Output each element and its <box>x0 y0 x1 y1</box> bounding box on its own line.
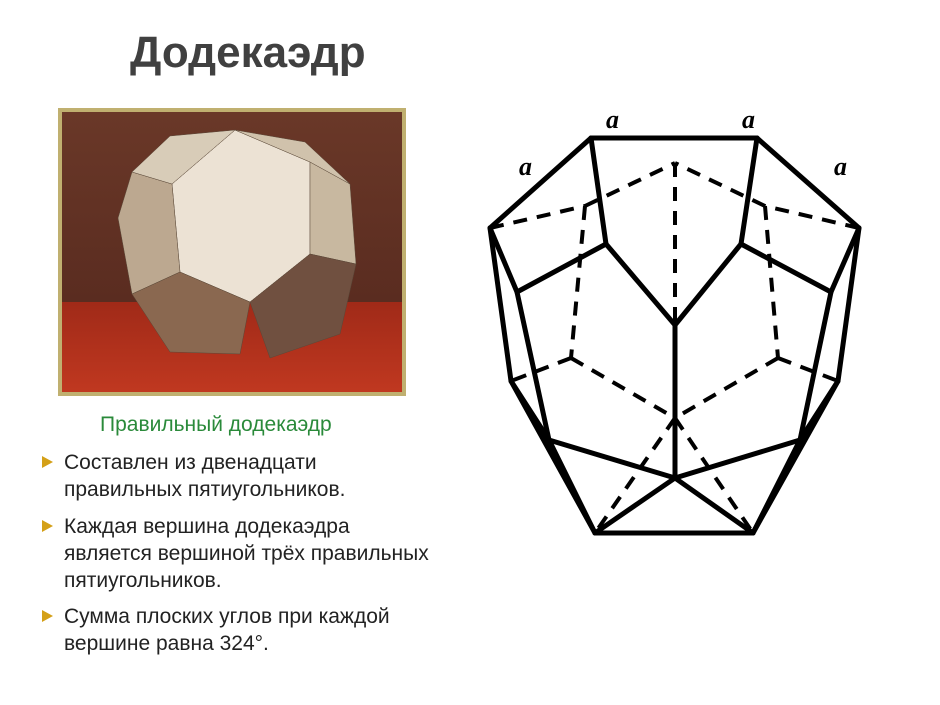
diagram-edge-visible <box>675 244 741 325</box>
edge-label: a <box>834 152 847 182</box>
diagram-edge-visible <box>741 138 757 244</box>
page-title: Додекаэдр <box>130 28 366 78</box>
diagram-edge-visible <box>741 244 831 292</box>
bullet-item: Сумма плоских углов при каждой вершине р… <box>42 604 432 658</box>
photo-polyhedron <box>110 124 360 374</box>
bullet-item: Каждая вершина додекаэдра является верши… <box>42 514 432 595</box>
diagram-edge-visible <box>595 478 675 533</box>
bullet-item: Составлен из двенадцати правильных пятиу… <box>42 450 432 504</box>
photo-face <box>310 162 356 264</box>
edge-label: a <box>742 105 755 135</box>
photo-face <box>118 172 180 294</box>
diagram-edge-visible <box>517 244 606 292</box>
diagram-edge-visible <box>591 138 606 244</box>
diagram-edge-hidden <box>571 206 585 358</box>
diagram-edge-hidden <box>675 358 778 418</box>
diagram-edge-hidden <box>778 358 838 381</box>
diagram-edge-visible <box>606 244 675 325</box>
diagram-edge-hidden <box>765 206 778 358</box>
diagram-edge-hidden <box>571 358 675 418</box>
edge-label: a <box>519 152 532 182</box>
diagram-edge-hidden <box>511 358 571 381</box>
photo-caption: Правильный додекаэдр <box>100 413 332 437</box>
edge-label: a <box>606 105 619 135</box>
dodecahedron-photo <box>58 108 406 396</box>
diagram-edge-visible <box>675 478 753 533</box>
bullet-list: Составлен из двенадцати правильных пятиу… <box>42 450 432 668</box>
